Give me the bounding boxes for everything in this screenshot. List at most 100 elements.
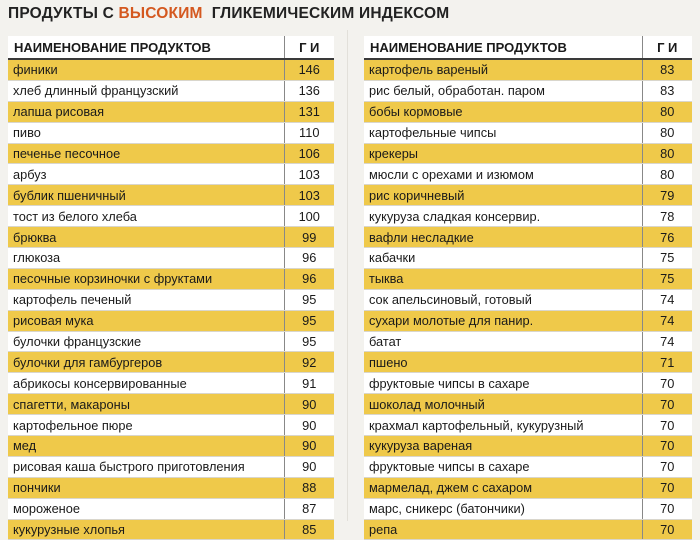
product-name: рис коричневый <box>364 184 642 207</box>
product-name: брюква <box>8 226 284 249</box>
product-name: картофельные чипсы <box>364 122 642 144</box>
table-row: пшено 71 <box>364 351 692 374</box>
gi-value: 80 <box>641 101 692 123</box>
table-row: кукуруза сладкая консервир. 78 <box>364 205 692 228</box>
table-row: вафли несладкие 76 <box>364 226 692 249</box>
product-name: финики <box>8 59 284 81</box>
gi-value: 70 <box>641 519 692 540</box>
product-name: тост из белого хлеба <box>8 205 284 228</box>
table-row: шоколад молочный 70 <box>364 393 692 416</box>
gi-value: 91 <box>283 372 334 395</box>
table-row: спагетти, макароны 90 <box>8 393 334 416</box>
table-row: фруктовые чипсы в сахаре 70 <box>364 456 692 478</box>
right-table-header: НАИМЕНОВАНИЕ ПРОДУКТОВ Г И <box>364 36 692 60</box>
left-header-name: НАИМЕНОВАНИЕ ПРОДУКТОВ <box>8 36 284 60</box>
product-name: крекеры <box>364 143 642 165</box>
product-name: булочки французские <box>8 331 284 353</box>
product-name: мармелад, джем с сахаром <box>364 477 642 499</box>
product-name: фруктовые чипсы в сахаре <box>364 372 642 395</box>
table-row: мороженое 87 <box>8 498 334 520</box>
left-header-gi: Г И <box>283 36 334 60</box>
gi-value: 103 <box>283 163 334 186</box>
table-row: кукуруза вареная 70 <box>364 435 692 457</box>
product-name: мюсли с орехами и изюмом <box>364 163 642 186</box>
gi-value: 80 <box>641 122 692 144</box>
product-name: картофельное пюре <box>8 414 284 437</box>
product-name: кукуруза вареная <box>364 435 642 457</box>
product-name: фруктовые чипсы в сахаре <box>364 456 642 478</box>
product-name: печенье песочное <box>8 143 284 165</box>
gi-value: 70 <box>641 372 692 395</box>
product-name: кукурузные хлопья <box>8 519 284 540</box>
gi-value: 90 <box>283 414 334 437</box>
right-header-gi: Г И <box>641 36 692 60</box>
product-name: кабачки <box>364 247 642 269</box>
gi-value: 70 <box>641 414 692 437</box>
product-name: пиво <box>8 122 284 144</box>
product-name: мороженое <box>8 498 284 520</box>
column-divider <box>347 30 348 521</box>
product-name: марс, сникерс (батончики) <box>364 498 642 520</box>
table-row: булочки французские 95 <box>8 331 334 353</box>
product-name: сухари молотые для панир. <box>364 310 642 332</box>
gi-value: 90 <box>283 393 334 416</box>
table-row: крахмал картофельный, кукурузный 70 <box>364 414 692 437</box>
product-name: булочки для гамбургеров <box>8 351 284 374</box>
product-name: спагетти, макароны <box>8 393 284 416</box>
table-row: сок апельсиновый, готовый 74 <box>364 289 692 311</box>
gi-value: 74 <box>641 310 692 332</box>
product-name: пончики <box>8 477 284 499</box>
product-name: рисовая мука <box>8 310 284 332</box>
gi-value: 100 <box>283 205 334 228</box>
gi-value: 131 <box>283 101 334 123</box>
product-name: хлеб длинный французский <box>8 80 284 102</box>
table-row: рис белый, обработан. паром 83 <box>364 80 692 102</box>
table-row: репа 70 <box>364 519 692 540</box>
right-table-body: картофель вареный 83 рис белый, обработан.… <box>364 59 692 540</box>
gi-value: 74 <box>641 331 692 353</box>
product-name: бобы кормовые <box>364 101 642 123</box>
title-prefix: ПРОДУКТЫ С <box>8 5 114 22</box>
page-title: ПРОДУКТЫ С ВЫСОКИМ ГЛИКЕМИЧЕСКИМ ИНДЕКСО… <box>8 5 449 23</box>
gi-value: 80 <box>641 163 692 186</box>
table-row: фруктовые чипсы в сахаре 70 <box>364 372 692 395</box>
table-row: булочки для гамбургеров 92 <box>8 351 334 374</box>
table-row: тыква 75 <box>364 268 692 290</box>
product-name: бублик пшеничный <box>8 184 284 207</box>
gi-value: 96 <box>283 247 334 269</box>
right-gi-table: НАИМЕНОВАНИЕ ПРОДУКТОВ Г И картофель вар… <box>364 36 692 540</box>
table-row: абрикосы консервированные 91 <box>8 372 334 395</box>
gi-value: 76 <box>641 226 692 249</box>
left-table-header: НАИМЕНОВАНИЕ ПРОДУКТОВ Г И <box>8 36 334 60</box>
product-name: сок апельсиновый, готовый <box>364 289 642 311</box>
product-name: картофель вареный <box>364 59 642 81</box>
product-name: арбуз <box>8 163 284 186</box>
gi-value: 70 <box>641 456 692 478</box>
table-row: крекеры 80 <box>364 143 692 165</box>
gi-value: 110 <box>283 122 334 144</box>
product-name: песочные корзиночки с фруктами <box>8 268 284 290</box>
gi-value: 71 <box>641 351 692 374</box>
table-row: кукурузные хлопья 85 <box>8 519 334 540</box>
table-row: картофельное пюре 90 <box>8 414 334 437</box>
gi-value: 99 <box>283 226 334 249</box>
gi-value: 95 <box>283 310 334 332</box>
table-row: кабачки 75 <box>364 247 692 269</box>
gi-value: 146 <box>283 59 334 81</box>
gi-value: 88 <box>283 477 334 499</box>
table-row: марс, сникерс (батончики) 70 <box>364 498 692 520</box>
left-table-body: финики 146 хлеб длинный французский 136 лапш… <box>8 59 334 540</box>
gi-value: 83 <box>641 59 692 81</box>
title-suffix: ГЛИКЕМИЧЕСКИМ ИНДЕКСОМ <box>211 5 450 22</box>
gi-value: 70 <box>641 477 692 499</box>
table-row: картофель печеный 95 <box>8 289 334 311</box>
table-row: тост из белого хлеба 100 <box>8 205 334 228</box>
gi-value: 79 <box>641 184 692 207</box>
product-name: вафли несладкие <box>364 226 642 249</box>
table-row: рисовая мука 95 <box>8 310 334 332</box>
product-name: лапша рисовая <box>8 101 284 123</box>
gi-value: 78 <box>641 205 692 228</box>
product-name: батат <box>364 331 642 353</box>
title-highlight: ВЫСОКИМ <box>118 5 203 22</box>
table-row: финики 146 <box>8 59 334 81</box>
